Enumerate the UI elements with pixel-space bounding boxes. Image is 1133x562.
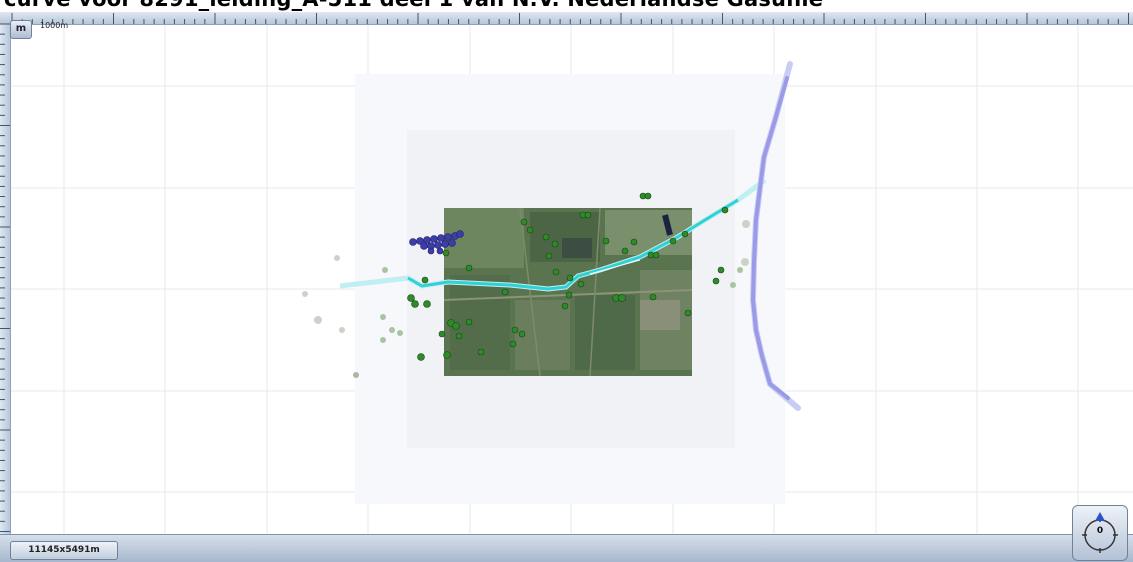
top-ruler <box>0 12 1133 25</box>
left-ruler <box>0 24 11 534</box>
scale-label: 1000m <box>40 21 69 30</box>
compass-heading: 0 <box>1096 526 1104 536</box>
sounding-points-faint <box>302 220 750 378</box>
compass-icon <box>1082 512 1118 553</box>
compass-control[interactable]: 0 <box>1072 505 1128 561</box>
status-bar <box>0 534 1133 562</box>
extent-label: 11145x5491m <box>10 541 118 560</box>
sounding-points-blue <box>409 230 464 255</box>
aerial-photo <box>443 207 693 377</box>
boundary-line <box>749 61 801 411</box>
sounding-points-green <box>407 192 729 361</box>
unit-toggle-button[interactable]: m <box>10 20 32 39</box>
page-title: curve voor 8291_leiding_A-511 deel 1 van… <box>4 0 823 11</box>
pipeline-route <box>339 177 767 292</box>
